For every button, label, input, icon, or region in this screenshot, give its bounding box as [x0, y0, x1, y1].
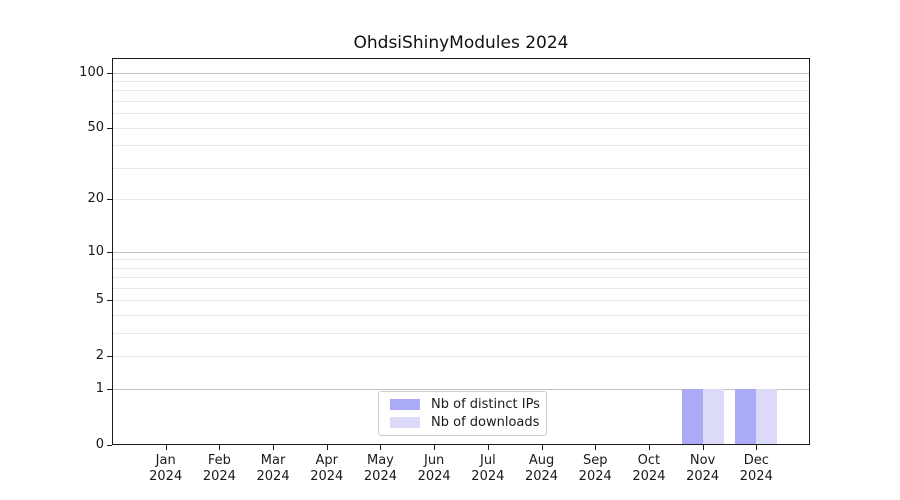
x-tick-month: Oct [637, 453, 661, 468]
legend-swatch-distinct-ips [390, 398, 420, 410]
minor-gridline [113, 333, 809, 335]
legend-item-downloads: Nb of downloads [385, 414, 540, 433]
x-tick [326, 445, 328, 450]
x-tick-label: Sep 2024 [563, 453, 627, 485]
minor-gridline [113, 300, 809, 302]
minor-gridline [113, 113, 809, 115]
bar-distinct-ips [735, 389, 757, 444]
x-tick-month: Nov [689, 453, 716, 468]
x-tick [487, 445, 489, 450]
legend-swatch-downloads [390, 417, 420, 429]
y-tick-label: 20 [87, 191, 104, 207]
minor-gridline [113, 80, 809, 82]
x-tick [702, 445, 704, 450]
legend: Nb of distinct IPs Nb of downloads [378, 391, 547, 436]
plot-area [112, 58, 810, 445]
x-tick [380, 445, 382, 450]
x-tick-month: Sep [582, 453, 608, 468]
minor-gridline [113, 259, 809, 261]
major-gridline [113, 72, 809, 74]
x-tick [648, 445, 650, 450]
minor-gridline [113, 287, 809, 289]
minor-gridline [113, 356, 809, 358]
x-tick-label: Dec 2024 [724, 453, 788, 485]
x-tick-year: 2024 [310, 469, 344, 484]
x-tick-label: May 2024 [348, 453, 412, 485]
x-tick [541, 445, 543, 450]
x-tick-year: 2024 [578, 469, 612, 484]
y-tick [107, 300, 112, 302]
x-tick-label: Oct 2024 [617, 453, 681, 485]
x-tick-label: Jan 2024 [134, 453, 198, 485]
y-tick-label: 0 [95, 437, 104, 452]
bar-downloads [702, 389, 724, 444]
minor-gridline [113, 101, 809, 103]
major-gridline [113, 251, 809, 253]
x-tick-year: 2024 [686, 469, 720, 484]
y-tick-label: 2 [95, 348, 104, 364]
x-tick [165, 445, 167, 450]
legend-label-downloads: Nb of downloads [431, 415, 540, 431]
y-tick [107, 445, 112, 446]
y-tick [107, 199, 112, 201]
x-tick-year: 2024 [739, 469, 773, 484]
x-tick-year: 2024 [417, 469, 451, 484]
x-tick-label: Aug 2024 [510, 453, 574, 485]
x-tick-label: Jun 2024 [402, 453, 466, 485]
x-tick-year: 2024 [149, 469, 183, 484]
x-tick-month: Jul [480, 453, 496, 468]
minor-gridline [113, 199, 809, 201]
x-tick-year: 2024 [524, 469, 559, 484]
minor-gridline [113, 145, 809, 147]
x-tick-label: Jul 2024 [456, 453, 520, 485]
x-tick-month: May [367, 453, 394, 468]
bar-distinct-ips [681, 389, 703, 444]
x-tick-label: Mar 2024 [241, 453, 305, 485]
x-tick [595, 445, 597, 450]
y-tick [107, 251, 112, 253]
chart-title: OhdsiShinyModules 2024 [353, 33, 569, 53]
x-tick-month: Feb [207, 453, 231, 468]
y-tick-label: 1 [95, 381, 104, 397]
legend-item-distinct-ips: Nb of distinct IPs [385, 395, 540, 414]
x-tick-month: Mar [260, 453, 286, 468]
major-gridline [113, 389, 809, 391]
y-tick [107, 356, 112, 358]
x-tick-label: Apr 2024 [295, 453, 359, 485]
y-tick [107, 72, 112, 74]
x-tick-month: Apr [315, 453, 339, 468]
y-tick-label: 100 [79, 64, 104, 80]
x-tick-month: Jan [155, 453, 176, 468]
x-tick [219, 445, 221, 450]
x-tick-label: Nov 2024 [671, 453, 735, 485]
x-tick-year: 2024 [632, 469, 666, 484]
y-tick [107, 127, 112, 129]
x-tick-year: 2024 [202, 469, 236, 484]
x-tick-year: 2024 [471, 469, 505, 484]
x-tick [434, 445, 436, 450]
x-tick-year: 2024 [363, 469, 397, 484]
x-tick [756, 445, 758, 450]
minor-gridline [113, 127, 809, 129]
minor-gridline [113, 277, 809, 279]
minor-gridline [113, 90, 809, 92]
minor-gridline [113, 267, 809, 269]
y-tick-label: 5 [95, 292, 104, 308]
x-tick-year: 2024 [256, 469, 290, 484]
x-tick-month: Dec [743, 453, 769, 468]
minor-gridline [113, 167, 809, 169]
y-tick-label: 10 [87, 243, 104, 259]
y-tick-label: 50 [87, 119, 104, 135]
x-tick-label: Feb 2024 [187, 453, 251, 485]
legend-label-distinct-ips: Nb of distinct IPs [431, 396, 540, 412]
x-tick-month: Jun [423, 453, 445, 468]
x-tick-month: Aug [528, 453, 555, 468]
y-tick [107, 389, 112, 391]
minor-gridline [113, 315, 809, 317]
bar-downloads [756, 389, 778, 444]
x-tick [273, 445, 275, 450]
